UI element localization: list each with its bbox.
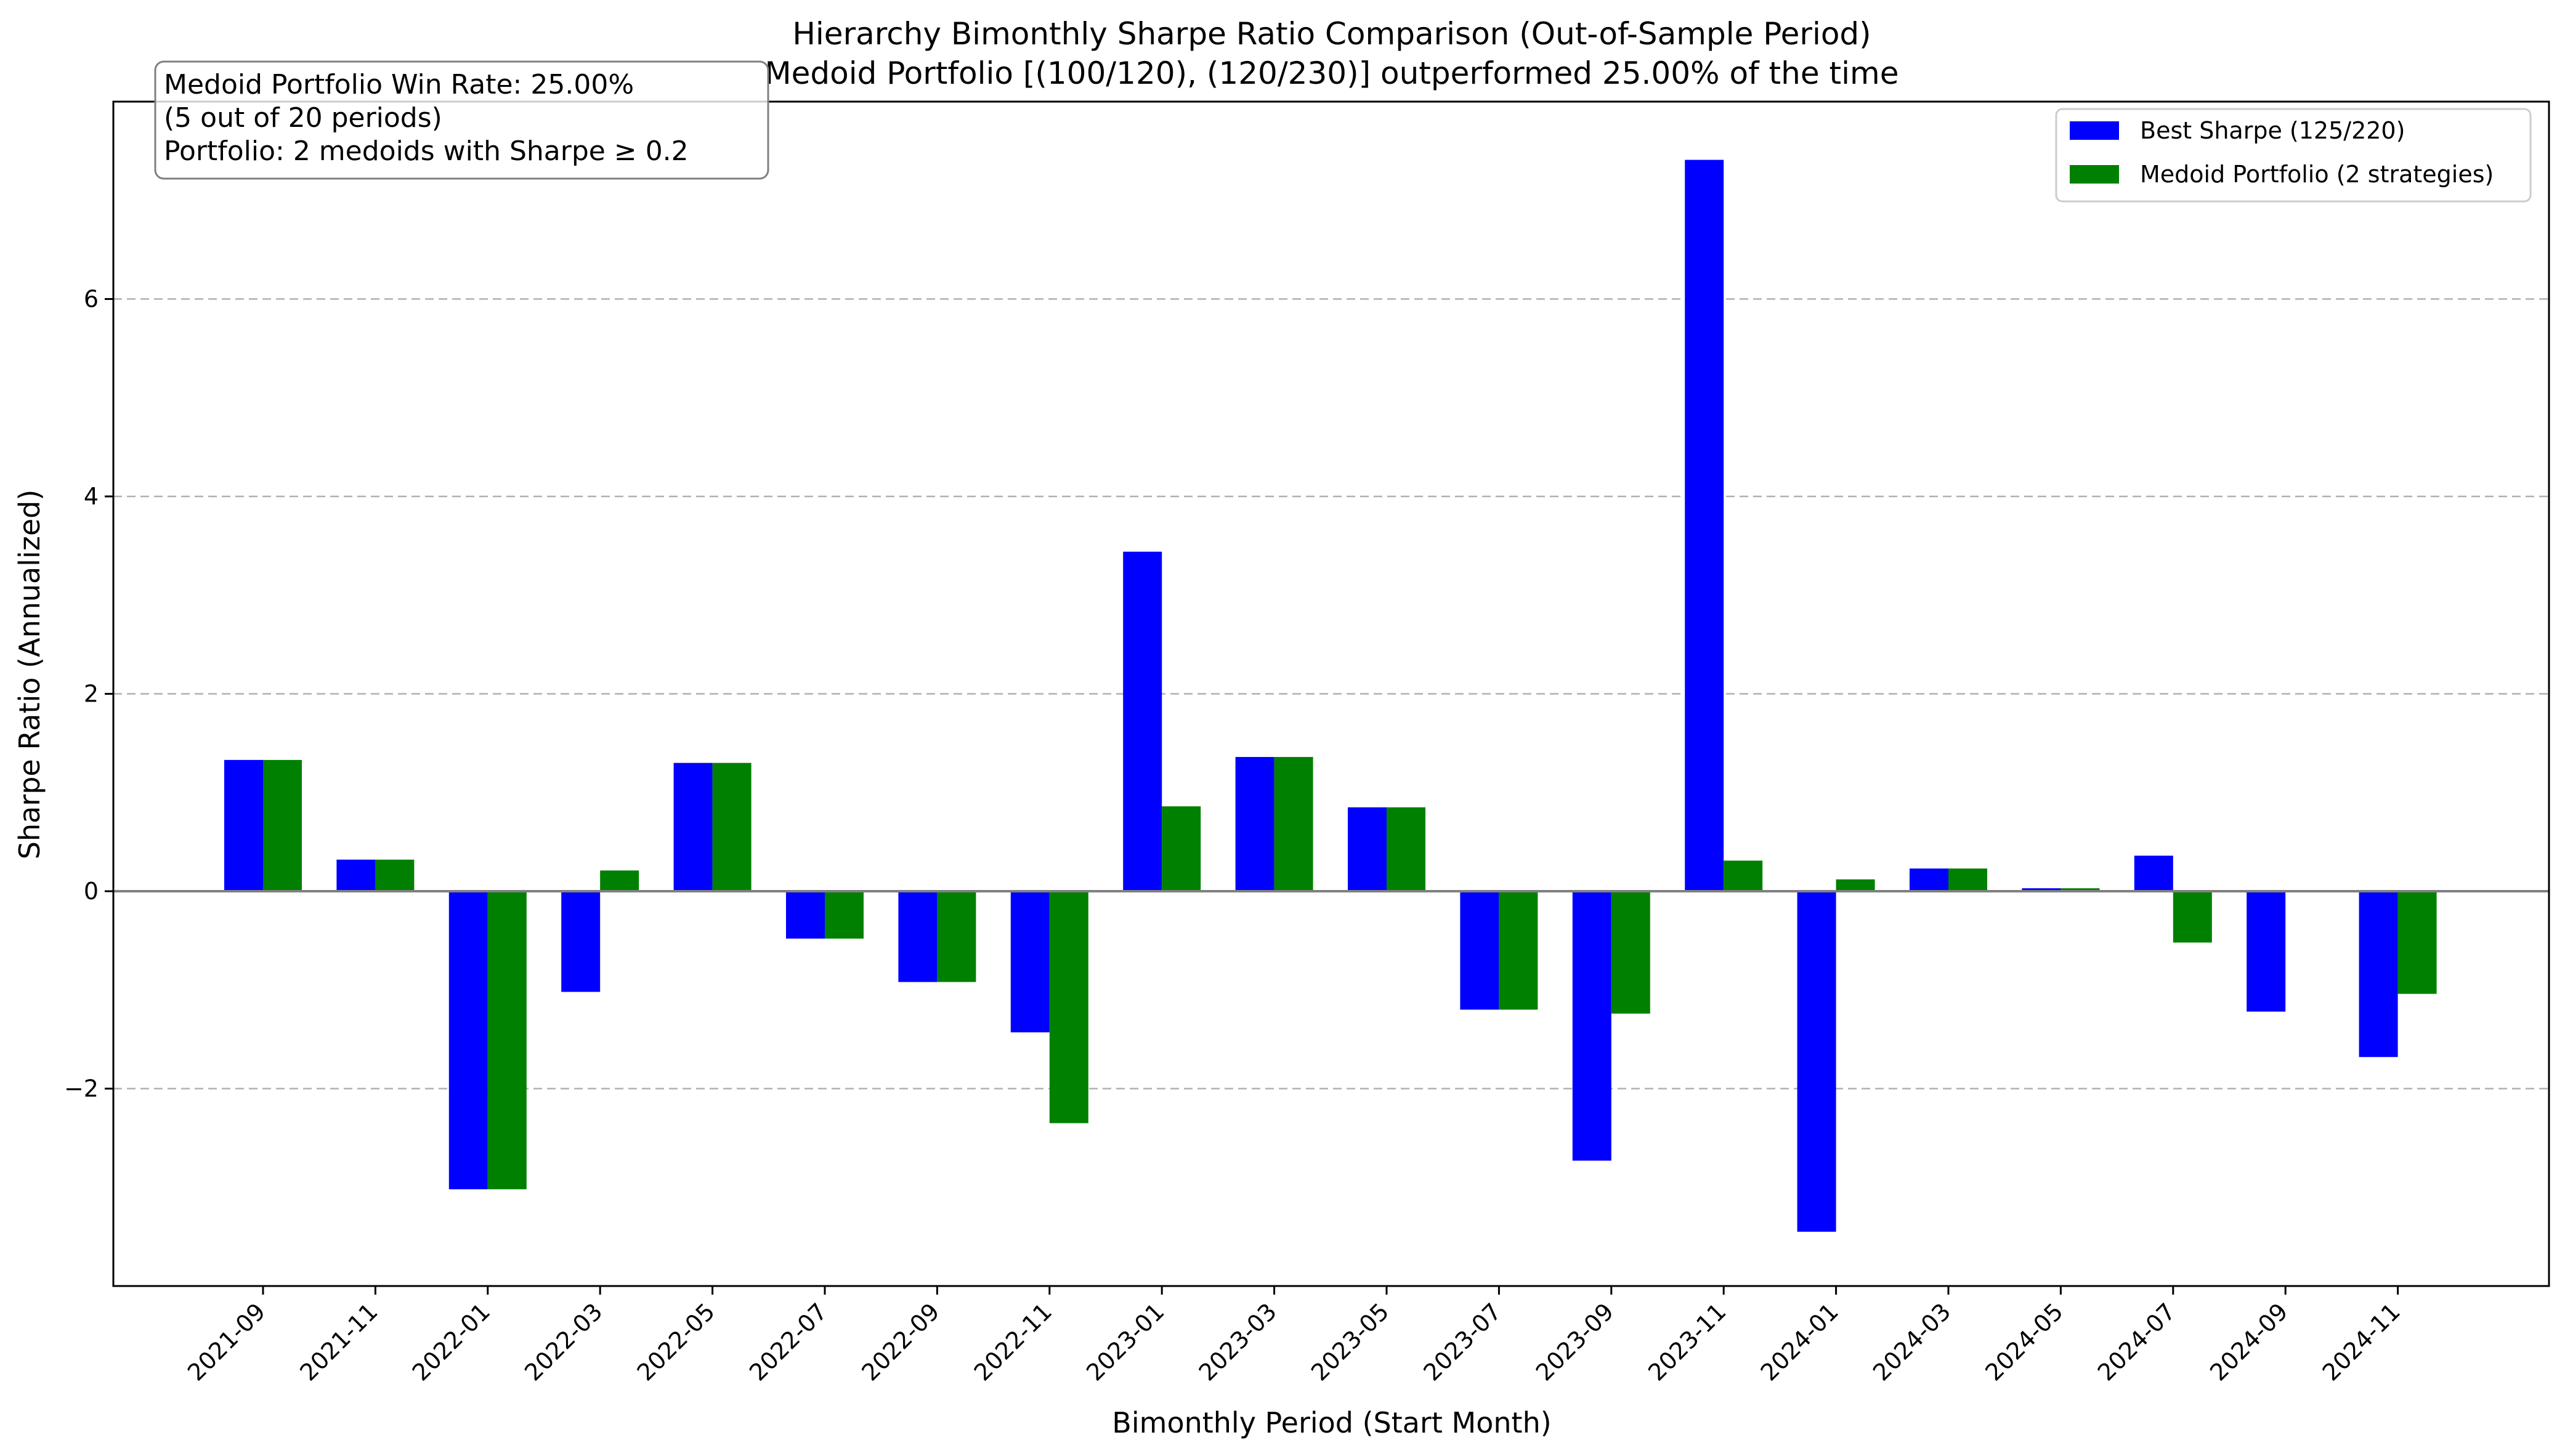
bar-best-sharpe: [2134, 855, 2173, 891]
bar-medoid-portfolio: [1611, 891, 1650, 1014]
x-axis-label: Bimonthly Period (Start Month): [1112, 1406, 1551, 1439]
bar-best-sharpe: [786, 891, 825, 939]
bar-best-sharpe: [1797, 891, 1836, 1232]
bar-best-sharpe: [2247, 891, 2286, 1012]
legend-label-medoid-portfolio: Medoid Portfolio (2 strategies): [2140, 161, 2494, 188]
y-tick-label: 0: [84, 878, 99, 905]
y-axis-ticks: −2 0 2 4 6: [64, 286, 113, 1102]
bar-medoid-portfolio: [712, 762, 752, 891]
bar-best-sharpe: [1010, 891, 1050, 1033]
bar-best-sharpe: [1235, 757, 1274, 891]
bar-medoid-portfolio: [1274, 757, 1313, 891]
bar-medoid-portfolio: [375, 859, 415, 891]
annotation-portfolio-rule: Portfolio: 2 medoids with Sharpe ≥ 0.2: [164, 135, 689, 167]
bar-medoid-portfolio: [825, 891, 864, 939]
bar-medoid-portfolio: [487, 891, 527, 1189]
bar-best-sharpe: [336, 859, 376, 891]
bar-best-sharpe: [2022, 888, 2061, 891]
bar-best-sharpe: [561, 891, 601, 992]
y-tick-label: 2: [84, 681, 99, 708]
win-rate-annotation: Medoid Portfolio Win Rate: 25.00% (5 out…: [154, 60, 769, 180]
y-tick-label: 4: [84, 483, 99, 510]
bar-medoid-portfolio: [2061, 888, 2100, 891]
bar-best-sharpe: [673, 762, 713, 891]
bar-best-sharpe: [1910, 868, 1948, 891]
bar-medoid-portfolio: [1387, 807, 1425, 891]
bar-medoid-portfolio: [2397, 891, 2437, 994]
bar-medoid-portfolio: [937, 891, 976, 982]
bar-best-sharpe: [898, 891, 938, 982]
bar-best-sharpe: [1572, 891, 1611, 1161]
bars-group: [224, 160, 2437, 1232]
bar-medoid-portfolio: [1724, 860, 1763, 891]
chart-legend: Best Sharpe (125/220) Medoid Portfolio (…: [2055, 108, 2532, 203]
legend-label-best-sharpe: Best Sharpe (125/220): [2140, 117, 2405, 144]
annotation-period-count: (5 out of 20 periods): [164, 102, 442, 134]
bar-medoid-portfolio: [1162, 806, 1201, 891]
bar-best-sharpe: [1460, 891, 1499, 1010]
annotation-frame: [154, 60, 769, 180]
chart-subtitle: Medoid Portfolio [(100/120), (120/230)] …: [765, 55, 1899, 91]
y-tick-label: −2: [64, 1075, 99, 1102]
bar-medoid-portfolio: [1499, 891, 1538, 1010]
bar-medoid-portfolio: [600, 870, 639, 891]
bar-medoid-portfolio: [1836, 879, 1875, 891]
bar-best-sharpe: [2359, 891, 2398, 1058]
bar-medoid-portfolio: [263, 759, 302, 891]
bar-best-sharpe: [1348, 807, 1387, 891]
bar-medoid-portfolio: [1948, 868, 1987, 891]
annotation-win-rate: Medoid Portfolio Win Rate: 25.00%: [164, 69, 634, 100]
y-tick-label: 6: [84, 286, 99, 313]
legend-frame: [2055, 108, 2532, 203]
bar-best-sharpe: [224, 759, 263, 891]
bar-medoid-portfolio: [1049, 891, 1088, 1123]
bar-best-sharpe: [448, 891, 488, 1189]
y-axis-label: Sharpe Ratio (Annualized): [13, 490, 46, 860]
bar-best-sharpe: [1123, 551, 1162, 891]
legend-swatch-best-sharpe: [2070, 121, 2119, 140]
legend-swatch-medoid-portfolio: [2070, 165, 2119, 184]
chart-title: Hierarchy Bimonthly Sharpe Ratio Compari…: [792, 16, 1871, 52]
bar-best-sharpe: [1685, 160, 1724, 891]
bar-medoid-portfolio: [2173, 891, 2212, 943]
